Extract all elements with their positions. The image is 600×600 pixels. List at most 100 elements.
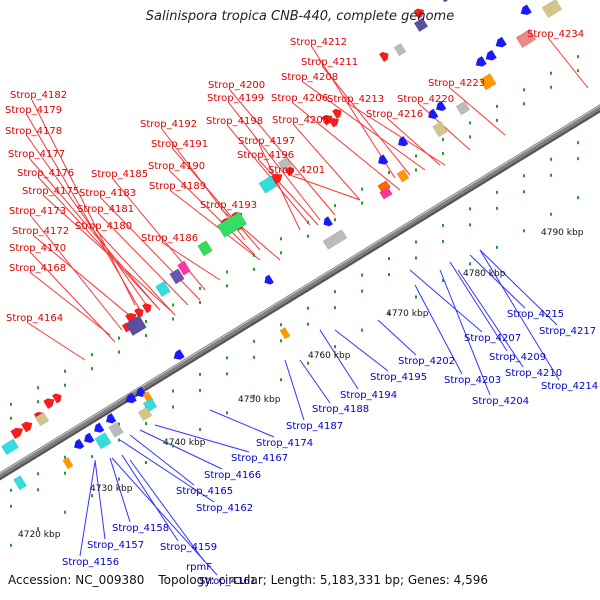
ruler-dot (496, 206, 498, 210)
ruler-dot (91, 455, 93, 459)
leader-line (30, 252, 116, 343)
reverse-gene-box (137, 406, 153, 422)
ruler-dot (577, 157, 579, 161)
forward-gene-box (155, 280, 171, 298)
ruler-dot (172, 444, 174, 448)
reverse-gene-arrow (397, 135, 409, 147)
gene-label: Strop_4170 (9, 243, 66, 254)
reverse-gene-arrow (323, 216, 334, 227)
ruler-dot (64, 471, 66, 475)
kbp-label: 4720 kbp (18, 530, 61, 540)
leader-line (293, 124, 361, 201)
leader-lines (26, 38, 589, 576)
forward-gene-box (413, 17, 429, 33)
reverse-gene-arrow (533, 0, 546, 2)
reverse-gene-box (108, 421, 124, 438)
gene-label: Strop_4177 (8, 149, 65, 160)
ruler-dot (361, 289, 363, 293)
ruler-dot (226, 356, 228, 360)
ruler-dot (280, 339, 282, 343)
leader-line (30, 215, 123, 331)
gene-label: Strop_4186 (141, 233, 198, 244)
reverse-gene-arrow (105, 412, 117, 424)
forward-gene-arrow (141, 303, 152, 314)
ruler-dot (37, 386, 39, 390)
kbp-label: 4740 kbp (163, 438, 206, 448)
gene-label: Strop_4166 (204, 470, 261, 481)
ruler-dot (280, 378, 282, 382)
reverse-gene-box (479, 73, 497, 91)
ruler-dot (442, 137, 444, 141)
gene-features (1, 0, 563, 491)
leader-line (109, 457, 131, 523)
kbp-label: 4790 kbp (541, 228, 584, 238)
ruler-dot (469, 121, 471, 125)
gene-label: Strop_4220 (397, 94, 454, 105)
ruler-dot (226, 411, 228, 415)
leader-line (299, 359, 331, 404)
gene-label: Strop_4212 (290, 37, 347, 48)
ruler-dot (523, 88, 525, 92)
ruler-dot (226, 372, 228, 376)
leader-line (302, 81, 426, 171)
forward-gene-arrow (328, 117, 340, 128)
forward-gene-box (438, 0, 456, 3)
reverse-gene-arrow (435, 100, 447, 112)
map-footer: Accession: NC_009380 Topology: circular; … (8, 573, 488, 587)
ruler-dot (172, 389, 174, 393)
topology-text: Topology: circular; Length: 5,183,331 bp… (158, 573, 489, 587)
ruler-dot (577, 69, 579, 73)
gene-label: Strop_4216 (366, 109, 423, 120)
ruler-dot (388, 171, 390, 175)
reverse-gene-arrow (427, 108, 439, 120)
ruler-dot (253, 253, 255, 257)
leader-line (27, 322, 86, 361)
ruler-dot (361, 328, 363, 332)
gene-label: Strop_4159 (160, 542, 217, 553)
leader-line (26, 114, 141, 311)
reverse-gene-box (541, 0, 563, 19)
reverse-gene-arrow (93, 422, 105, 433)
forward-gene-box (393, 42, 407, 57)
gene-label: Strop_4194 (340, 390, 397, 401)
ruler-dot (145, 422, 147, 426)
ruler-dot (361, 187, 363, 191)
ruler-dot (334, 204, 336, 208)
gene-label: Strop_4195 (370, 372, 427, 383)
ruler-dot (469, 262, 471, 266)
leader-line (409, 269, 483, 333)
kbp-label: 4770 kbp (386, 309, 429, 319)
ruler-dot (253, 394, 255, 398)
gene-label: Strop_4209 (489, 352, 546, 363)
leader-line (319, 329, 359, 390)
leader-line (139, 429, 223, 470)
reverse-gene-box (379, 186, 393, 200)
leader-line (154, 424, 250, 453)
ruler-dot (577, 196, 579, 200)
gene-label: Strop_4201 (268, 165, 325, 176)
kbp-label: 4780 kbp (463, 269, 506, 279)
ruler-dot (334, 218, 336, 222)
gene-label: Strop_4181 (77, 204, 134, 215)
reverse-gene-box (62, 457, 74, 470)
leader-line (449, 87, 506, 136)
ruler-dot (253, 355, 255, 359)
ruler-dot (442, 239, 444, 243)
ruler-dot (253, 267, 255, 271)
ruler-dot (226, 270, 228, 274)
ruler-dot (307, 220, 309, 224)
ruler-dot (145, 461, 147, 465)
leader-line (469, 254, 526, 309)
gene-labels: Strop_4212 Strop_4234 Strop_4211 Strop_4208… (5, 29, 598, 587)
ruler-dot (550, 212, 552, 216)
leader-line (96, 230, 176, 316)
ruler-dot (199, 300, 201, 304)
gene-label: Strop_4164 (6, 313, 63, 324)
genome-backbone (0, 104, 600, 481)
gene-label: Strop_4192 (140, 119, 197, 130)
ruler-dot (64, 455, 66, 459)
forward-gene-box (216, 211, 248, 238)
ruler-dot (334, 345, 336, 349)
ruler-dot (523, 229, 525, 233)
